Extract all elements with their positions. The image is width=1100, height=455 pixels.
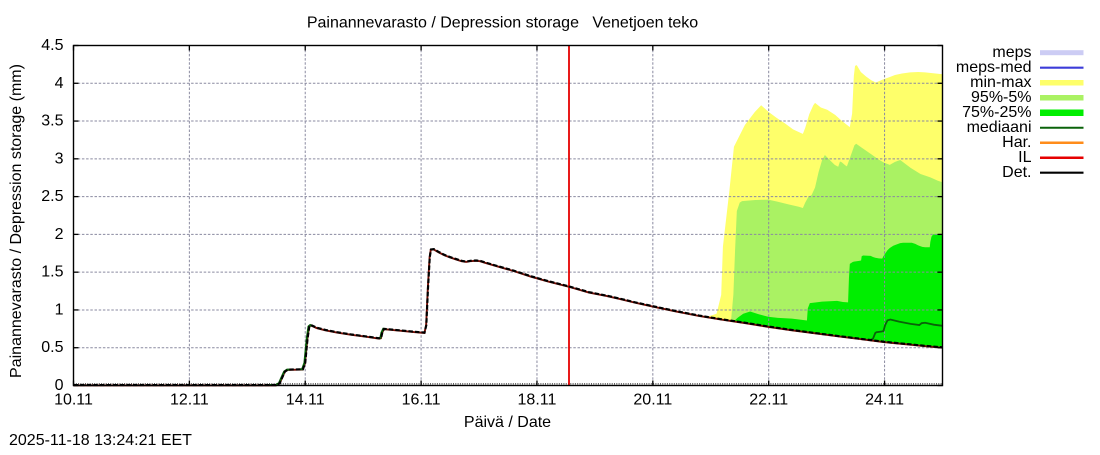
svg-text:2.5: 2.5	[41, 188, 63, 205]
svg-text:0.5: 0.5	[41, 339, 63, 356]
svg-text:IL: IL	[1018, 149, 1031, 166]
svg-text:20.11: 20.11	[633, 392, 672, 409]
svg-text:2: 2	[55, 226, 64, 243]
svg-text:1: 1	[55, 301, 64, 318]
svg-text:Har.: Har.	[1002, 134, 1031, 151]
svg-text:3.5: 3.5	[41, 113, 63, 130]
svg-text:4: 4	[55, 75, 64, 92]
svg-text:3: 3	[55, 150, 64, 167]
svg-text:10.11: 10.11	[54, 392, 93, 409]
svg-text:meps-med: meps-med	[956, 59, 1032, 76]
svg-text:75%-25%: 75%-25%	[962, 104, 1031, 121]
svg-text:Painannevarasto / Depression s: Painannevarasto / Depression storage Ven…	[307, 15, 698, 32]
svg-text:18.11: 18.11	[518, 392, 557, 409]
svg-text:95%-5%: 95%-5%	[971, 89, 1031, 106]
svg-text:16.11: 16.11	[402, 392, 441, 409]
svg-text:2025-11-18 13:24:21 EET: 2025-11-18 13:24:21 EET	[9, 432, 192, 449]
svg-text:mediaani: mediaani	[967, 119, 1032, 136]
svg-text:min-max: min-max	[970, 74, 1031, 91]
svg-text:24.11: 24.11	[865, 392, 904, 409]
svg-text:4.5: 4.5	[41, 37, 63, 54]
svg-text:14.11: 14.11	[286, 392, 325, 409]
svg-text:1.5: 1.5	[41, 264, 63, 281]
svg-text:Päivä / Date: Päivä / Date	[464, 414, 551, 431]
svg-text:22.11: 22.11	[749, 392, 788, 409]
svg-text:Det.: Det.	[1002, 164, 1031, 181]
svg-text:meps: meps	[992, 44, 1031, 61]
svg-text:12.11: 12.11	[170, 392, 209, 409]
svg-text:0: 0	[55, 377, 64, 394]
svg-text:Painannevarasto / Depression s: Painannevarasto / Depression storage (mm…	[8, 64, 25, 378]
